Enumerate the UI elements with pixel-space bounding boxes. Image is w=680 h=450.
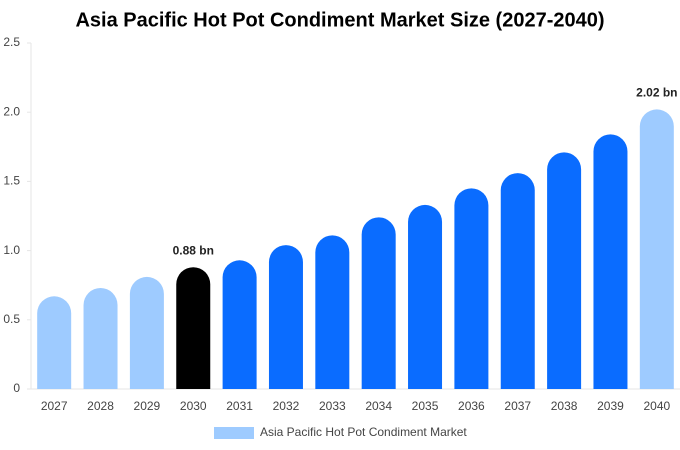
y-tick-label: 1.0 xyxy=(3,243,20,257)
bar xyxy=(500,173,535,389)
bar xyxy=(454,188,489,389)
bar xyxy=(315,235,350,389)
bar xyxy=(547,152,582,389)
bar xyxy=(408,204,443,389)
x-tick-label: 2029 xyxy=(134,399,161,413)
bar xyxy=(129,276,164,389)
value-label: 2.02 bn xyxy=(636,86,677,100)
y-tick-label: 0.5 xyxy=(3,312,20,326)
x-tick-label: 2030 xyxy=(180,399,207,413)
bar xyxy=(37,296,72,389)
value-label: 0.88 bn xyxy=(173,243,214,257)
bar xyxy=(83,287,118,389)
bar xyxy=(268,245,303,389)
x-tick-label: 2035 xyxy=(412,399,439,413)
x-tick-label: 2027 xyxy=(41,399,68,413)
y-tick-label: 2.5 xyxy=(3,35,20,49)
y-tick-label: 1.5 xyxy=(3,174,20,188)
legend-swatch xyxy=(214,427,254,439)
chart-title: Asia Pacific Hot Pot Condiment Market Si… xyxy=(75,9,604,31)
x-tick-label: 2028 xyxy=(87,399,114,413)
bar xyxy=(176,267,211,389)
bar xyxy=(361,217,396,389)
bar xyxy=(639,109,674,389)
x-tick-label: 2034 xyxy=(365,399,392,413)
legend-label: Asia Pacific Hot Pot Condiment Market xyxy=(260,425,467,439)
bar xyxy=(222,260,257,389)
x-tick-label: 2036 xyxy=(458,399,485,413)
x-tick-label: 2033 xyxy=(319,399,346,413)
x-tick-label: 2031 xyxy=(226,399,253,413)
bar xyxy=(593,134,628,389)
y-tick-label: 2.0 xyxy=(3,104,20,118)
x-tick-label: 2039 xyxy=(597,399,624,413)
x-tick-label: 2040 xyxy=(643,399,670,413)
x-tick-label: 2032 xyxy=(273,399,300,413)
x-tick-label: 2038 xyxy=(551,399,578,413)
x-tick-label: 2037 xyxy=(504,399,531,413)
y-tick-label: 0 xyxy=(13,381,20,395)
